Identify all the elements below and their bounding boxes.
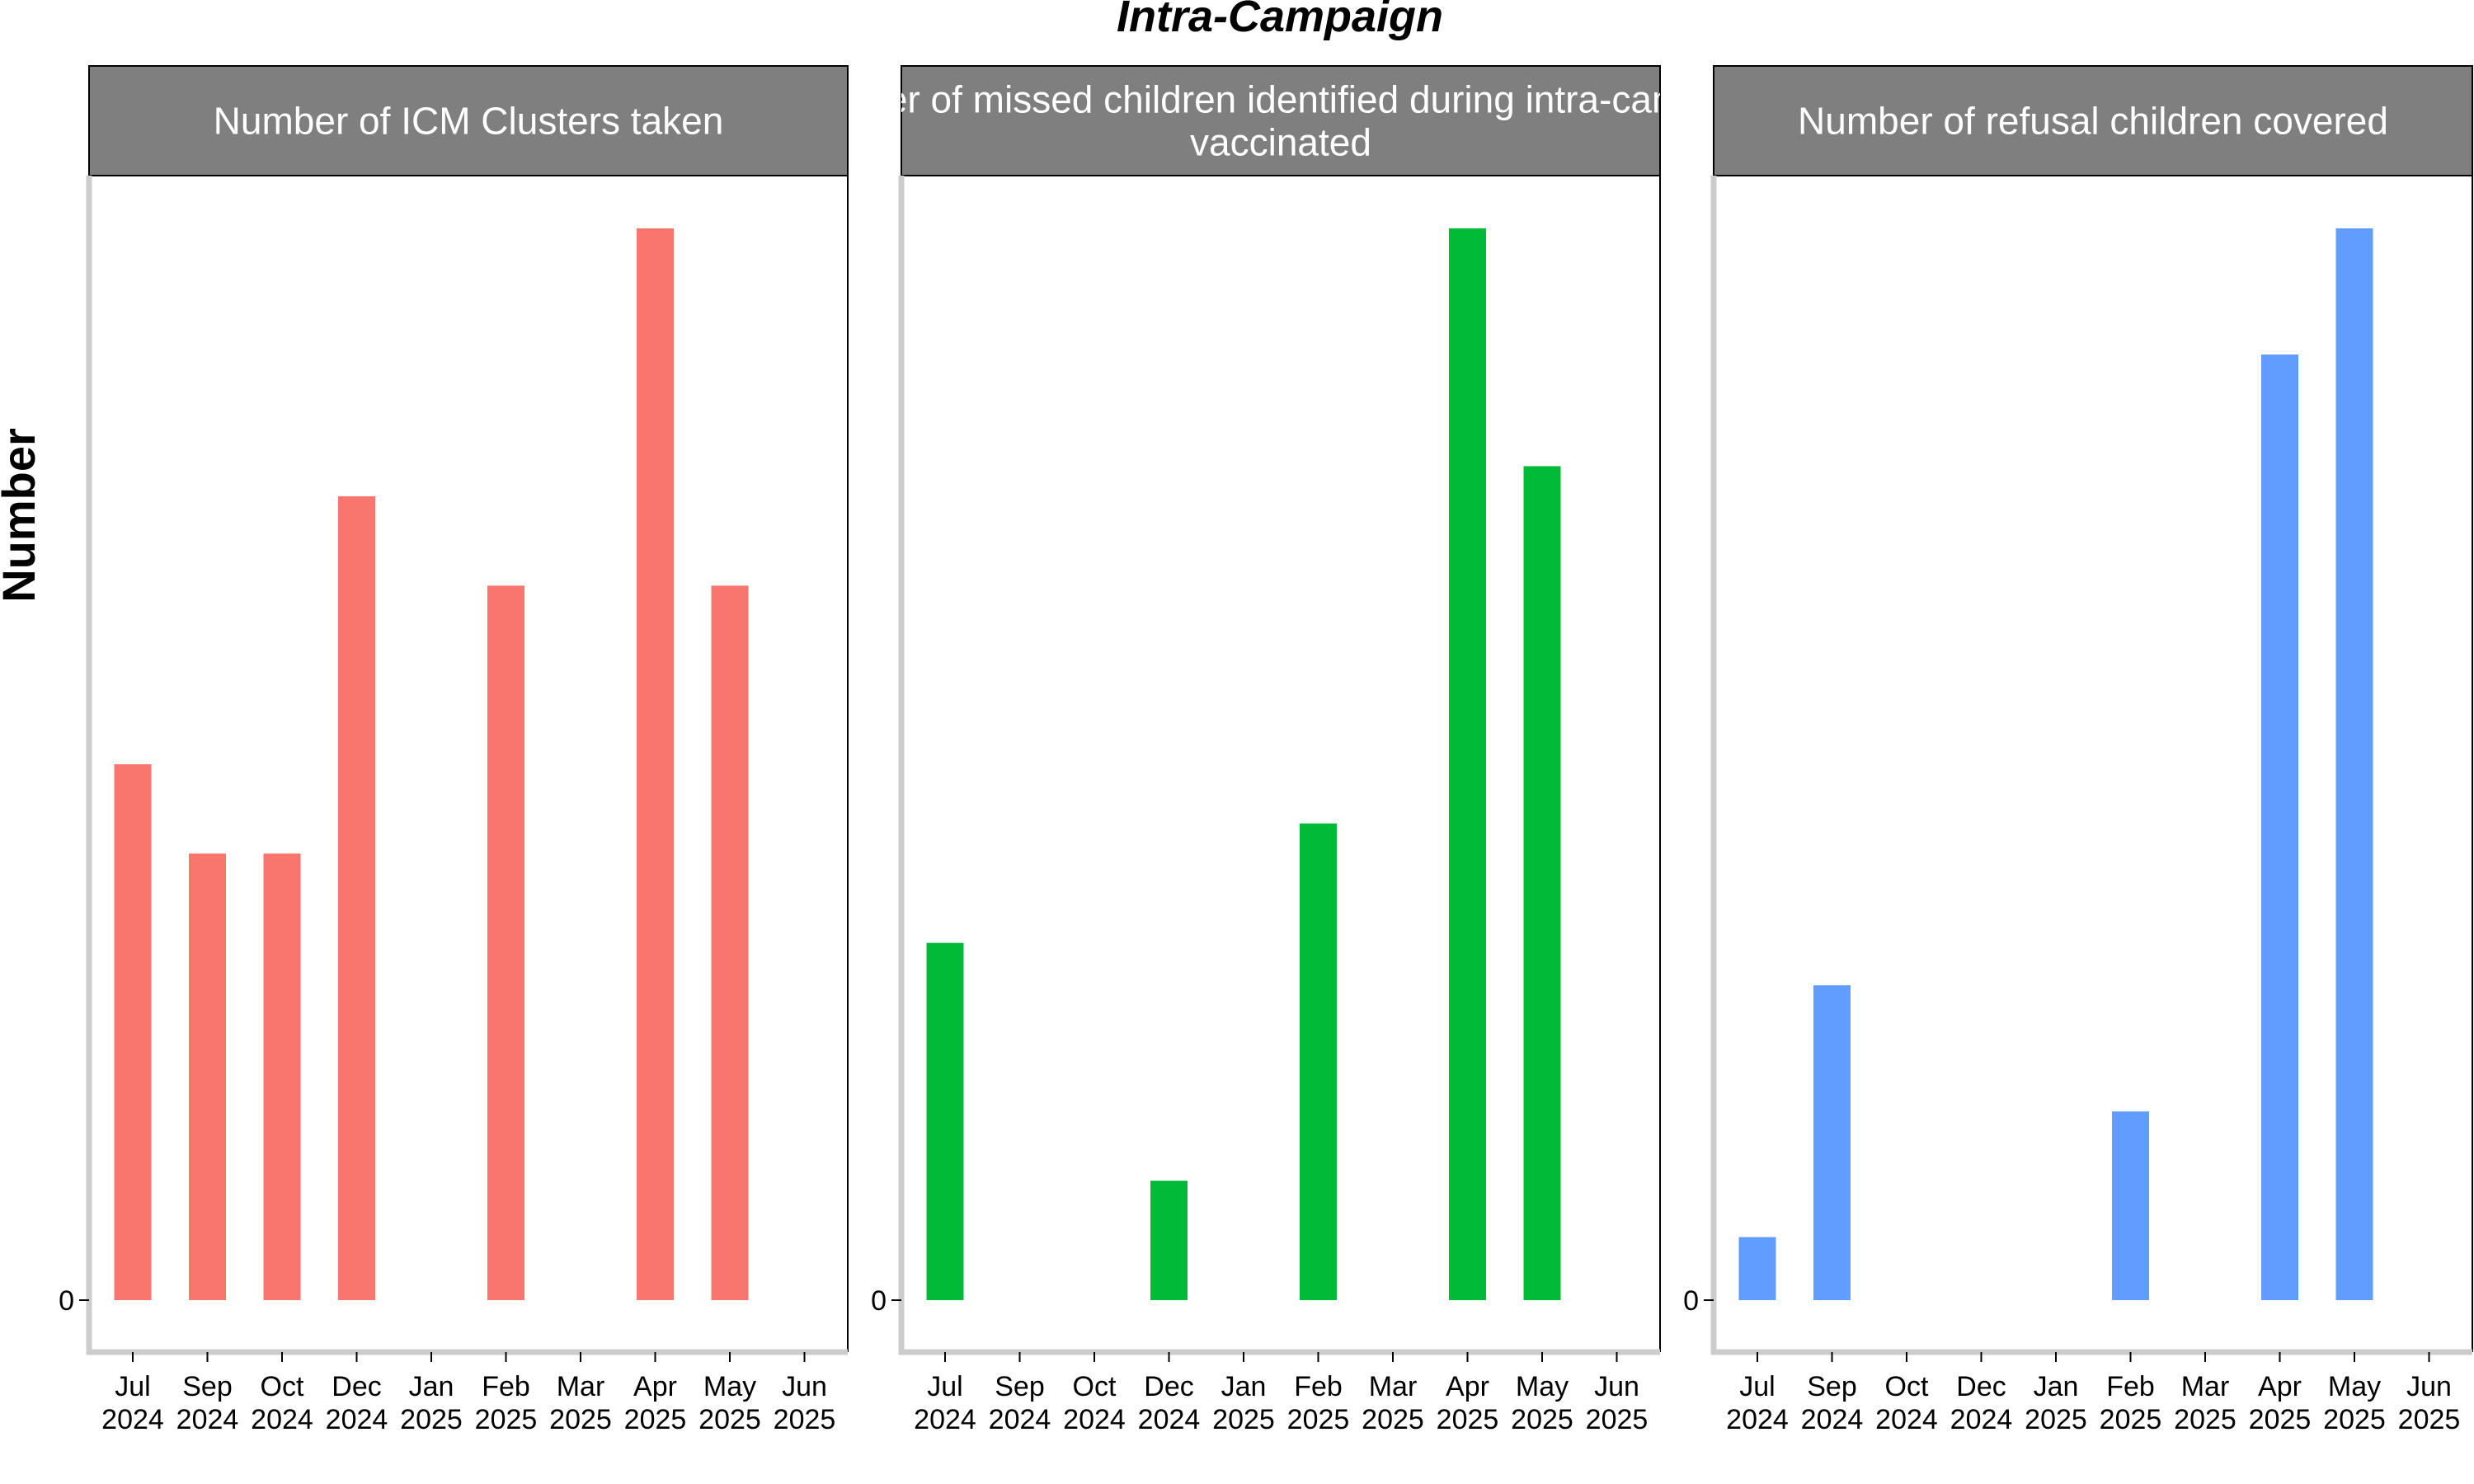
y-tick-label-0-3: 0 bbox=[1683, 1285, 1699, 1317]
x-tick-label-year-2-10: 2025 bbox=[1586, 1404, 1649, 1435]
x-tick-label-month-2-4: Dec bbox=[1144, 1371, 1193, 1402]
x-tick-label-year-1-9: 2025 bbox=[698, 1404, 761, 1435]
facet-strip-line-2-1: Number of missed children identified dur… bbox=[785, 78, 1776, 121]
x-tick-label-year-2-5: 2025 bbox=[1212, 1404, 1275, 1435]
bar-2-apr-2025 bbox=[1449, 228, 1486, 1300]
x-tick-label-month-2-7: Mar bbox=[1369, 1371, 1418, 1402]
x-tick-label-year-2-2: 2024 bbox=[989, 1404, 1051, 1435]
x-tick-label-year-3-7: 2025 bbox=[2174, 1404, 2236, 1435]
x-tick-label-year-3-1: 2024 bbox=[1726, 1404, 1789, 1435]
x-tick-label-year-1-3: 2024 bbox=[251, 1404, 313, 1435]
x-tick-label-year-3-4: 2024 bbox=[1950, 1404, 2013, 1435]
x-tick-label-month-3-2: Sep bbox=[1807, 1371, 1857, 1402]
facet-strip-line-1-1: Number of ICM Clusters taken bbox=[214, 100, 724, 143]
x-tick-label-year-2-7: 2025 bbox=[1362, 1404, 1424, 1435]
bar-2-dec-2024 bbox=[1150, 1181, 1188, 1300]
bar-3-sep-2024 bbox=[1813, 985, 1851, 1300]
x-tick-label-month-3-7: Mar bbox=[2181, 1371, 2230, 1402]
x-tick-label-month-1-6: Feb bbox=[482, 1371, 530, 1402]
y-tick-label-0-1: 0 bbox=[59, 1285, 74, 1317]
chart-title: Intra-Campaign bbox=[1117, 0, 1443, 41]
facet-strip-line-3-1: Number of refusal children covered bbox=[1798, 100, 2388, 143]
x-tick-label-month-2-10: Jun bbox=[1594, 1371, 1639, 1402]
x-tick-label-month-1-8: Apr bbox=[633, 1371, 677, 1402]
facet-strip-2 bbox=[901, 65, 1661, 176]
x-tick-label-month-1-10: Jun bbox=[782, 1371, 827, 1402]
bar-2-feb-2025 bbox=[1300, 823, 1337, 1300]
facet-panel-1: Number of ICM Clusters taken0Jul2024Sep2… bbox=[59, 65, 849, 1435]
bar-3-feb-2025 bbox=[2112, 1111, 2149, 1300]
x-tick-label-month-2-8: Apr bbox=[1446, 1371, 1489, 1402]
bar-3-may-2025 bbox=[2335, 228, 2373, 1300]
facet-strip-title-3: Number of refusal children covered bbox=[1798, 100, 2388, 143]
x-tick-label-year-1-1: 2024 bbox=[101, 1404, 164, 1435]
bar-1-oct-2024 bbox=[263, 853, 301, 1300]
x-tick-label-year-1-7: 2025 bbox=[549, 1404, 612, 1435]
x-tick-label-month-3-10: Jun bbox=[2406, 1371, 2452, 1402]
x-tick-label-year-3-9: 2025 bbox=[2323, 1404, 2386, 1435]
x-tick-label-month-3-1: Jul bbox=[1739, 1371, 1775, 1402]
x-tick-label-month-1-1: Jul bbox=[115, 1371, 150, 1402]
facet-panel-2: Number of missed children identified dur… bbox=[785, 65, 1776, 1435]
x-tick-label-month-3-5: Jan bbox=[2034, 1371, 2079, 1402]
x-tick-label-month-1-5: Jan bbox=[409, 1371, 454, 1402]
x-tick-label-month-3-6: Feb bbox=[2106, 1371, 2155, 1402]
facet-strip-line-2-2: vaccinated bbox=[1190, 121, 1371, 164]
x-tick-label-year-3-10: 2025 bbox=[2398, 1404, 2461, 1435]
bar-1-may-2025 bbox=[711, 585, 749, 1300]
x-tick-label-year-2-4: 2024 bbox=[1138, 1404, 1201, 1435]
x-tick-label-month-2-2: Sep bbox=[995, 1371, 1045, 1402]
bar-2-may-2025 bbox=[1523, 466, 1561, 1300]
y-tick-label-0-2: 0 bbox=[871, 1285, 887, 1317]
facet-strip-1 bbox=[88, 65, 849, 176]
bar-2-jul-2024 bbox=[926, 942, 964, 1300]
x-tick-label-month-2-1: Jul bbox=[927, 1371, 962, 1402]
x-tick-label-year-2-9: 2025 bbox=[1511, 1404, 1573, 1435]
x-tick-label-year-3-5: 2025 bbox=[2025, 1404, 2087, 1435]
x-tick-label-month-3-9: May bbox=[2328, 1371, 2381, 1402]
x-tick-label-year-3-6: 2025 bbox=[2100, 1404, 2162, 1435]
x-tick-label-month-2-9: May bbox=[1516, 1371, 1569, 1402]
x-tick-label-month-2-3: Oct bbox=[1073, 1371, 1117, 1402]
x-tick-label-year-1-5: 2025 bbox=[400, 1404, 463, 1435]
x-tick-label-year-1-10: 2025 bbox=[774, 1404, 836, 1435]
x-tick-label-month-1-2: Sep bbox=[182, 1371, 233, 1402]
x-tick-label-month-1-3: Oct bbox=[261, 1371, 304, 1402]
x-tick-label-month-2-5: Jan bbox=[1221, 1371, 1267, 1402]
x-tick-label-month-3-3: Oct bbox=[1885, 1371, 1929, 1402]
x-tick-label-year-1-4: 2024 bbox=[326, 1404, 388, 1435]
bar-3-jul-2024 bbox=[1738, 1237, 1776, 1300]
x-tick-label-month-1-9: May bbox=[703, 1371, 756, 1402]
x-tick-label-month-1-7: Mar bbox=[557, 1371, 605, 1402]
x-tick-label-year-1-6: 2025 bbox=[475, 1404, 538, 1435]
x-tick-label-year-2-1: 2024 bbox=[914, 1404, 976, 1435]
facet-strip-3 bbox=[1713, 65, 2473, 176]
bar-1-feb-2025 bbox=[487, 585, 524, 1300]
facet-strip-title-2: Number of missed children identified dur… bbox=[785, 78, 1776, 164]
y-axis-label: Number bbox=[0, 428, 45, 603]
x-tick-label-year-2-6: 2025 bbox=[1287, 1404, 1350, 1435]
x-tick-label-month-2-6: Feb bbox=[1294, 1371, 1343, 1402]
bar-1-dec-2024 bbox=[338, 496, 375, 1300]
x-tick-label-year-3-3: 2024 bbox=[1875, 1404, 1938, 1435]
x-tick-label-month-3-8: Apr bbox=[2258, 1371, 2302, 1402]
x-tick-label-year-1-2: 2024 bbox=[176, 1404, 239, 1435]
bar-1-jul-2024 bbox=[114, 764, 152, 1300]
facet-strip-title-1: Number of ICM Clusters taken bbox=[214, 100, 724, 143]
bar-1-sep-2024 bbox=[189, 853, 226, 1300]
x-tick-label-year-3-8: 2025 bbox=[2249, 1404, 2312, 1435]
x-tick-label-year-3-2: 2024 bbox=[1801, 1404, 1864, 1435]
bar-1-apr-2025 bbox=[637, 228, 674, 1300]
x-tick-label-year-2-8: 2025 bbox=[1437, 1404, 1499, 1435]
x-tick-label-year-1-8: 2025 bbox=[624, 1404, 687, 1435]
x-tick-label-month-3-4: Dec bbox=[1956, 1371, 2006, 1402]
x-tick-label-year-2-3: 2024 bbox=[1063, 1404, 1126, 1435]
bar-3-apr-2025 bbox=[2261, 355, 2298, 1300]
facet-panel-3: Number of refusal children covered0Jul20… bbox=[1683, 65, 2473, 1435]
x-tick-label-month-1-4: Dec bbox=[332, 1371, 381, 1402]
